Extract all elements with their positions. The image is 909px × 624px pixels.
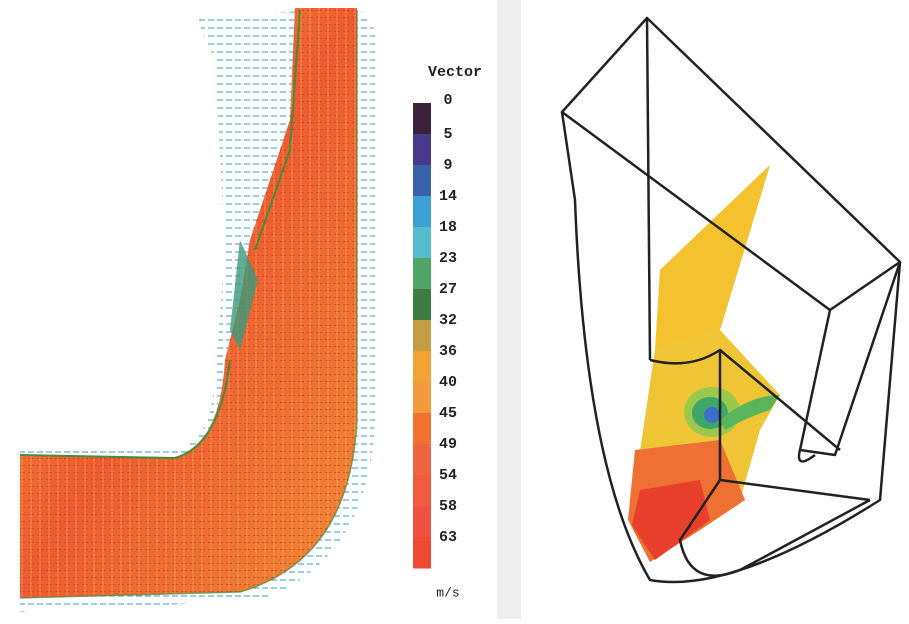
- 3d-view: [560, 16, 902, 584]
- colorbar-swatch: [413, 475, 431, 507]
- colorbar-tick-label: 27: [439, 281, 457, 298]
- colorbar: 0 5 9 14 18 23 27 32 36 40 45 49 54 58 63: [413, 92, 457, 569]
- colorbar-swatch: [413, 258, 431, 290]
- colorbar-tick-label: 23: [439, 250, 457, 267]
- colorbar-swatch: [413, 227, 431, 259]
- colorbar-swatch: [413, 196, 431, 228]
- colorbar-swatch: [413, 103, 431, 135]
- colorbar-tick-label: 40: [439, 374, 457, 391]
- colorbar-tick-label: 54: [439, 467, 457, 484]
- colorbar-tick-label: 36: [439, 343, 457, 360]
- colorbar-unit: m/s: [436, 585, 459, 600]
- colorbar-swatch: [413, 506, 431, 538]
- colorbar-tick-label: 63: [439, 529, 457, 546]
- colorbar-swatch: [413, 413, 431, 445]
- colorbar-swatch: [413, 289, 431, 321]
- colorbar-tick-label: 49: [439, 436, 457, 453]
- colorbar-tick-label: 45: [439, 405, 457, 422]
- colorbar-tick-label: 5: [443, 126, 452, 143]
- colorbar-swatch: [413, 351, 431, 383]
- colorbar-swatch: [413, 382, 431, 414]
- colorbar-swatch: [413, 165, 431, 197]
- colorbar-tick-label: 32: [439, 312, 457, 329]
- colorbar-swatch: [413, 444, 431, 476]
- colorbar-tick-label: 9: [443, 157, 452, 174]
- colorbar-tick-label: 14: [439, 188, 457, 205]
- colorbar-swatch: [413, 537, 431, 569]
- colorbar-tick-label: 18: [439, 219, 457, 236]
- colorbar-swatch: [413, 320, 431, 352]
- colorbar-tick-label: 58: [439, 498, 457, 515]
- colorbar-title: Vector: [428, 64, 482, 81]
- colorbar-tick-label: 0: [443, 92, 452, 109]
- separator: [497, 0, 521, 619]
- colorbar-swatch: [413, 134, 431, 166]
- vector-field: [19, 8, 375, 612]
